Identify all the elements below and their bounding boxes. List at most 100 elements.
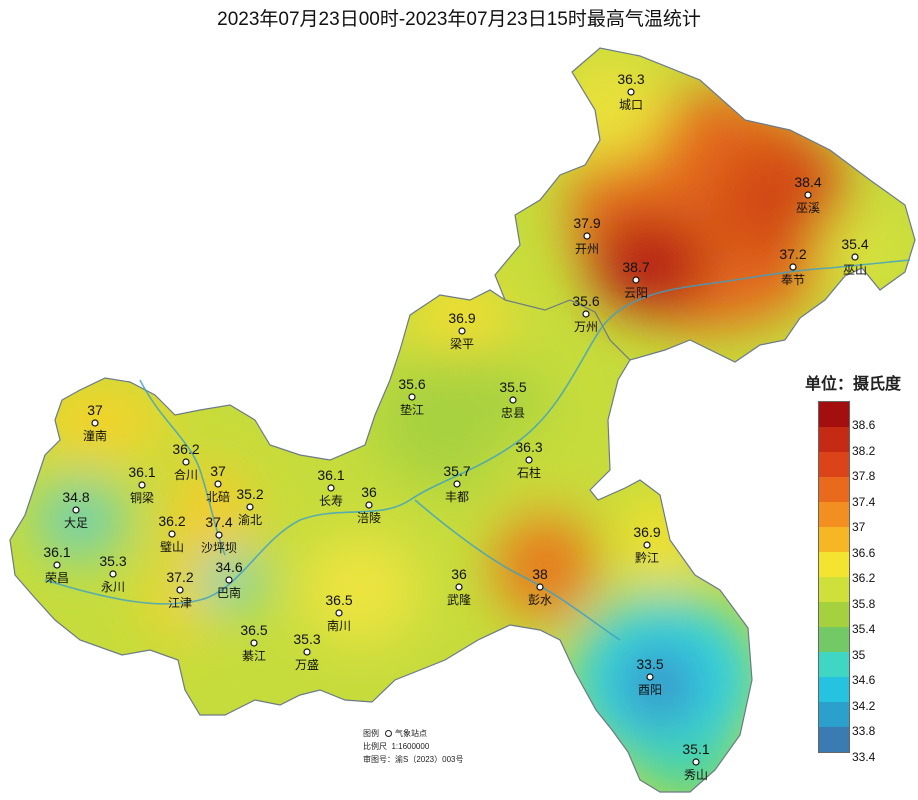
station-marker: 35.4 巫山 <box>841 236 868 277</box>
legend-swatch <box>819 652 849 677</box>
legend-level-label: 38.2 <box>852 443 876 458</box>
station-dot-icon <box>453 480 461 488</box>
station-value: 37.2 <box>166 569 193 585</box>
station-value: 38.4 <box>794 174 821 190</box>
station-name: 荣昌 <box>45 571 69 585</box>
station-name: 奉节 <box>781 273 805 287</box>
station-value: 36.3 <box>515 439 542 455</box>
station-dot-icon <box>214 480 222 488</box>
station-name: 忠县 <box>501 406 525 420</box>
legend-level-label: 37.4 <box>852 494 876 509</box>
station-value: 35.3 <box>99 553 126 569</box>
station-name: 长寿 <box>319 494 343 508</box>
legend-swatch <box>819 577 849 602</box>
station-name: 江津 <box>168 596 192 610</box>
legend-swatch <box>819 402 849 427</box>
station-marker: 36.5 綦江 <box>240 622 267 663</box>
legend-level-label: 36.6 <box>852 545 876 560</box>
station-dot-icon <box>365 501 373 509</box>
station-value: 37.9 <box>573 215 600 231</box>
legend-swatch <box>819 477 849 502</box>
station-name: 渝北 <box>238 512 262 527</box>
legend-level-label: 37 <box>852 520 866 534</box>
station-dot-icon <box>225 576 233 584</box>
station-dot-icon <box>303 648 311 656</box>
station-name: 涪陵 <box>357 510 381 525</box>
station-marker: 37 北碚 <box>206 463 230 504</box>
station-marker: 35.2 渝北 <box>236 486 263 527</box>
station-name: 巴南 <box>217 585 241 600</box>
legend-swatch <box>819 702 849 727</box>
station-value: 36.1 <box>128 464 155 480</box>
map-legend-row: 图例 气象站点 <box>363 727 463 740</box>
station-name: 酉阳 <box>638 683 662 697</box>
station-name: 梁平 <box>450 336 474 351</box>
station-name: 永川 <box>101 580 125 594</box>
station-dot-icon <box>176 586 184 594</box>
station-dot-icon <box>335 609 343 617</box>
station-marker: 36 涪陵 <box>357 484 381 525</box>
station-marker: 37 潼南 <box>83 402 107 443</box>
station-marker: 36 武隆 <box>447 566 471 607</box>
station-marker: 38.7 云阳 <box>622 259 649 300</box>
station-marker: 36.1 荣昌 <box>43 544 70 585</box>
station-marker: 36.9 黔江 <box>633 524 660 565</box>
station-name: 沙坪坝 <box>201 541 237 555</box>
station-value: 35.4 <box>841 236 868 252</box>
station-name: 巫溪 <box>796 201 820 215</box>
legend-level-label: 35.4 <box>852 622 876 636</box>
station-dot-icon <box>646 673 654 681</box>
station-value: 34.6 <box>215 559 242 575</box>
station-marker: 35.3 永川 <box>99 553 126 594</box>
legend-swatch <box>819 627 849 652</box>
station-name: 北碚 <box>206 489 230 504</box>
station-value: 36.9 <box>633 524 660 540</box>
station-value: 37 <box>87 402 103 418</box>
station-name: 城口 <box>619 98 643 112</box>
station-dot-icon <box>583 232 591 240</box>
legend-level-label: 34.6 <box>852 673 876 687</box>
approval-value: 渝S（2023）003号 <box>395 755 464 764</box>
station-value: 35.5 <box>499 379 526 395</box>
station-dot-icon <box>509 396 517 404</box>
station-name: 璧山 <box>160 539 184 554</box>
station-value: 36.9 <box>448 310 475 326</box>
jialing-river <box>139 379 226 556</box>
legend-title: 单位：摄氏度 <box>805 376 902 393</box>
station-value: 36 <box>451 566 467 582</box>
station-dot-icon <box>804 191 812 199</box>
station-value: 35.1 <box>682 741 709 757</box>
station-name: 云阳 <box>624 286 648 300</box>
station-marker: 36.1 铜梁 <box>128 464 155 505</box>
station-value: 37 <box>210 463 226 479</box>
station-dot-icon <box>455 583 463 591</box>
rivers <box>44 259 911 641</box>
legend-swatch <box>819 527 849 552</box>
station-marker: 37.4 沙坪坝 <box>201 514 237 555</box>
station-dot-icon <box>632 276 640 284</box>
legend-level-label: 33.8 <box>852 724 876 738</box>
station-dot-icon <box>215 531 223 539</box>
page-title: 2023年07月23日00时-2023年07月23日15时最高气温统计 <box>217 9 701 30</box>
station-value: 35.6 <box>398 376 425 392</box>
station-name: 万州 <box>574 320 598 334</box>
station-dot-icon <box>182 458 190 466</box>
station-value: 35.7 <box>443 463 470 479</box>
legend-swatch <box>819 727 849 752</box>
station-name: 大足 <box>64 516 88 530</box>
station-marker: 34.6 巴南 <box>215 559 242 600</box>
station-value: 36.2 <box>158 513 185 529</box>
station-value: 36.1 <box>317 467 344 483</box>
scale-value: 1:1600000 <box>391 742 430 751</box>
station-dot-icon <box>72 506 80 514</box>
station-dot-icon <box>327 484 335 492</box>
legend-level-label: 33.4 <box>852 749 876 764</box>
wu-river <box>414 499 621 641</box>
legend-swatch <box>819 502 849 527</box>
station-dot-icon <box>138 481 146 489</box>
station-name: 秀山 <box>684 768 708 782</box>
station-dot-icon <box>536 583 544 591</box>
station-name: 綦江 <box>242 649 266 663</box>
